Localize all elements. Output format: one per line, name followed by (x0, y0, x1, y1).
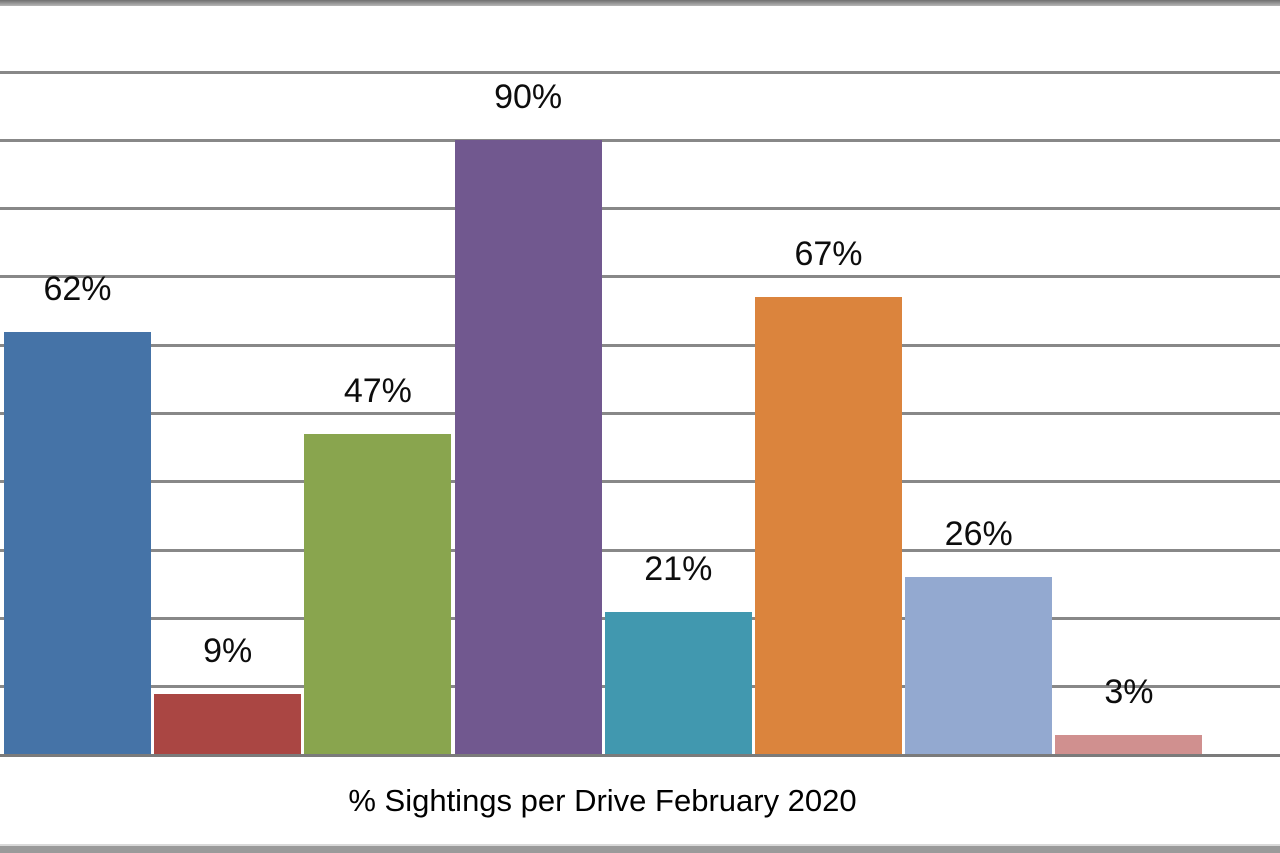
gridline (0, 70, 1280, 74)
bar (604, 611, 752, 755)
bar-value-label: 26% (944, 515, 1013, 554)
bar-value-label: 3% (1104, 672, 1154, 711)
gridline (0, 412, 1280, 415)
bar (454, 140, 602, 755)
bar-value-label: 47% (343, 372, 412, 410)
bar-value-label: 67% (794, 235, 863, 274)
bar (4, 331, 151, 755)
bar (755, 297, 902, 755)
bar-value-label: 90% (494, 78, 563, 117)
bar-value-label: 21% (644, 549, 713, 588)
bar (154, 693, 302, 755)
bar (304, 433, 452, 755)
gridline (0, 207, 1280, 211)
x-axis-line (0, 753, 1280, 757)
gridline (0, 548, 1280, 552)
chart-title: % Sightings per Drive February 2020 (348, 783, 857, 818)
bar (1055, 734, 1203, 755)
gridline (0, 480, 1280, 484)
bar-value-label: 9% (203, 631, 253, 670)
gridline (0, 275, 1280, 279)
bottom-border-strip (0, 844, 1280, 853)
bar-value-label: 62% (43, 269, 112, 308)
bar (905, 577, 1053, 755)
gridline (0, 343, 1280, 347)
top-border-strip (0, 0, 1280, 6)
gridline (0, 138, 1280, 142)
